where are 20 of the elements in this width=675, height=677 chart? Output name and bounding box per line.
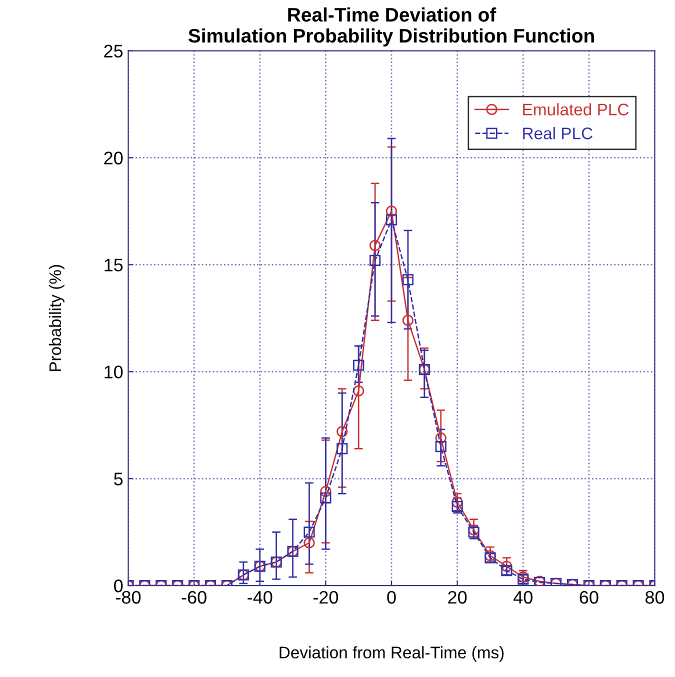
y-tick-label: 0	[114, 580, 123, 592]
x-tick-label: 80	[645, 590, 664, 604]
chart-title: Real-Time Deviation of Simulation Probability Distribution Function	[188, 7, 594, 46]
y-tick-label: 5	[114, 472, 123, 486]
y-tick-label: 25	[104, 44, 123, 58]
x-axis-title: Deviation from Real-Time (ms)	[280, 646, 504, 662]
y-tick-label: 15	[104, 258, 123, 272]
x-tick-label: -80	[116, 590, 141, 604]
x-tick-label: 0	[387, 590, 396, 604]
x-tick-label: 20	[448, 590, 467, 604]
x-tick-label: -40	[248, 590, 272, 604]
y-tick-label: 10	[104, 366, 123, 378]
x-tick-label: 60	[580, 590, 598, 604]
x-tick-label: 40	[514, 590, 532, 604]
x-tick-label: -60	[182, 590, 206, 604]
x-tick-label: -20	[313, 590, 338, 604]
y-axis-title: Probability (%)	[48, 265, 64, 372]
legend-label: Emulated PLC	[523, 103, 629, 116]
y-tick-label: 20	[104, 152, 123, 164]
legend-label: Real PLC	[523, 127, 592, 140]
